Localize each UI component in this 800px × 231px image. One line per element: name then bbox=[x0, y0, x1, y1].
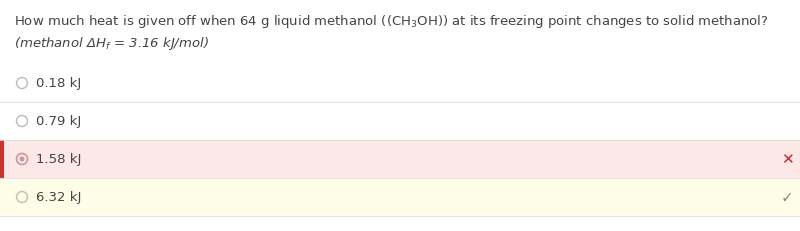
Text: 0.18 kJ: 0.18 kJ bbox=[36, 77, 82, 90]
Bar bbox=[0, 178, 800, 216]
Bar bbox=[0, 140, 800, 178]
Text: ✕: ✕ bbox=[781, 152, 794, 167]
Text: (methanol $\mathregular{\Delta H_f}$ = 3.16 kJ/mol): (methanol $\mathregular{\Delta H_f}$ = 3… bbox=[14, 35, 209, 52]
Text: 0.79 kJ: 0.79 kJ bbox=[36, 115, 82, 128]
Bar bbox=[0, 65, 800, 103]
Text: 1.58 kJ: 1.58 kJ bbox=[36, 153, 82, 166]
Bar bbox=[0, 140, 4, 178]
Bar bbox=[0, 103, 800, 140]
Circle shape bbox=[19, 157, 25, 162]
Text: How much heat is given off when 64 g liquid methanol ($\mathregular{(CH_3OH)}$) : How much heat is given off when 64 g liq… bbox=[14, 13, 769, 30]
Text: 6.32 kJ: 6.32 kJ bbox=[36, 191, 82, 204]
Text: ✓: ✓ bbox=[781, 190, 794, 205]
